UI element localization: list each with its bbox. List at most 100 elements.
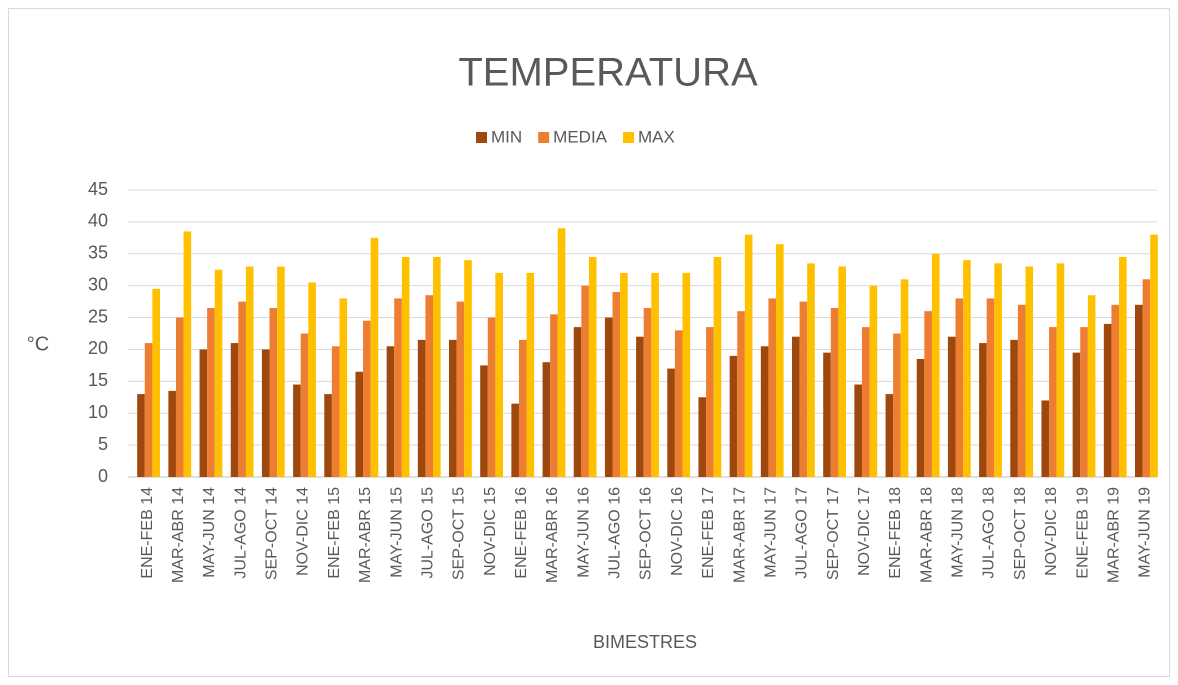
bar (573, 327, 582, 477)
bar (1041, 400, 1050, 477)
bar (1049, 327, 1057, 477)
bar (449, 339, 457, 477)
y-tick-label: 25 (88, 306, 108, 326)
bar (986, 298, 995, 477)
bar (277, 266, 285, 477)
x-tick-label: MAR-ABR 14 (170, 487, 187, 583)
y-tick-label: 15 (88, 370, 108, 390)
bar (363, 320, 371, 477)
x-tick-label: MAR-ABR 16 (544, 487, 561, 583)
x-tick-label: ENE-FEB 17 (700, 487, 717, 579)
bar (588, 256, 597, 477)
bar (269, 307, 278, 477)
legend-label: MIN (491, 127, 522, 146)
bar (713, 256, 722, 477)
y-tick-label: 45 (88, 179, 108, 199)
bar (370, 237, 379, 477)
x-tick-label: ENE-FEB 15 (326, 487, 343, 579)
bar (830, 307, 839, 477)
bar (1119, 256, 1127, 477)
x-axis-label: BIMESTRES (593, 632, 697, 652)
bar (495, 272, 503, 477)
x-tick-label: SEP-OCT 18 (1012, 487, 1029, 580)
bar (667, 368, 675, 477)
bar (776, 244, 784, 477)
x-tick-label: MAY-JUN 17 (762, 487, 779, 578)
bar (854, 384, 862, 477)
bar (706, 327, 714, 477)
x-tick-label: JUL-AGO 17 (794, 487, 811, 579)
bar (792, 336, 800, 477)
y-tick-label: 35 (88, 243, 108, 263)
bar (807, 263, 815, 477)
bar (308, 282, 316, 477)
bar (643, 307, 652, 477)
bar (417, 339, 426, 477)
bar (144, 343, 153, 477)
bar (245, 266, 254, 477)
bar (293, 384, 301, 477)
bar (604, 317, 613, 477)
y-tick-label: 0 (98, 466, 108, 486)
y-tick-label: 30 (88, 274, 108, 294)
bar (324, 394, 332, 477)
x-tick-label: SEP-OCT 16 (638, 487, 655, 580)
bar (698, 397, 707, 477)
legend-label: MAX (638, 127, 675, 146)
y-axis-label: °C (27, 333, 49, 355)
bar (137, 394, 145, 477)
bar (1103, 323, 1112, 477)
bar (300, 333, 309, 477)
bar (456, 301, 465, 477)
bar (955, 298, 964, 477)
x-tick-label: MAY-JUN 18 (950, 487, 967, 578)
y-tick-label: 5 (98, 434, 108, 454)
bar (1111, 304, 1120, 477)
x-tick-label: NOV-DIC 17 (856, 487, 873, 576)
bar (433, 256, 441, 477)
legend: MIN MEDIA MAX (476, 127, 675, 146)
x-tick-label: JUL-AGO 15 (419, 487, 436, 579)
x-tick-label: MAR-ABR 18 (918, 487, 935, 583)
x-tick-label: MAR-ABR 17 (731, 487, 748, 583)
bar (893, 333, 901, 477)
bar (838, 266, 846, 477)
x-tick-label: ENE-FEB 16 (513, 487, 530, 579)
bar (1135, 304, 1143, 477)
bar (620, 272, 628, 477)
bar (518, 339, 527, 477)
x-tick-label: MAY-JUN 15 (388, 487, 405, 578)
bar (636, 336, 644, 477)
bar (175, 317, 184, 477)
bar (885, 394, 894, 477)
x-tick-label: JUL-AGO 16 (607, 487, 624, 579)
bar (238, 301, 246, 477)
bar (339, 298, 348, 477)
bar (464, 260, 472, 477)
bar (1080, 327, 1088, 477)
y-tick-label: 20 (88, 338, 108, 358)
bar (1056, 263, 1065, 477)
bar (1142, 279, 1151, 477)
bar (861, 327, 870, 477)
bar (183, 231, 192, 477)
bar (994, 263, 1002, 477)
bar (386, 346, 395, 477)
bar (331, 346, 340, 477)
legend-swatch (476, 132, 487, 143)
bar (1150, 234, 1158, 477)
bar (729, 355, 738, 477)
legend-swatch (538, 132, 550, 143)
bar (674, 330, 683, 477)
bar (1025, 266, 1034, 477)
bar (487, 317, 496, 477)
bar (230, 343, 239, 477)
x-tick-label: ENE-FEB 19 (1074, 487, 1091, 579)
x-tick-label: NOV-DIC 18 (1043, 487, 1060, 576)
x-tick-label: JUL-AGO 18 (981, 487, 998, 579)
x-tick-label: SEP-OCT 17 (825, 487, 842, 580)
bar (261, 349, 270, 477)
bar (916, 359, 925, 477)
x-tick-label: SEP-OCT 15 (451, 487, 468, 580)
bar (1017, 304, 1026, 477)
